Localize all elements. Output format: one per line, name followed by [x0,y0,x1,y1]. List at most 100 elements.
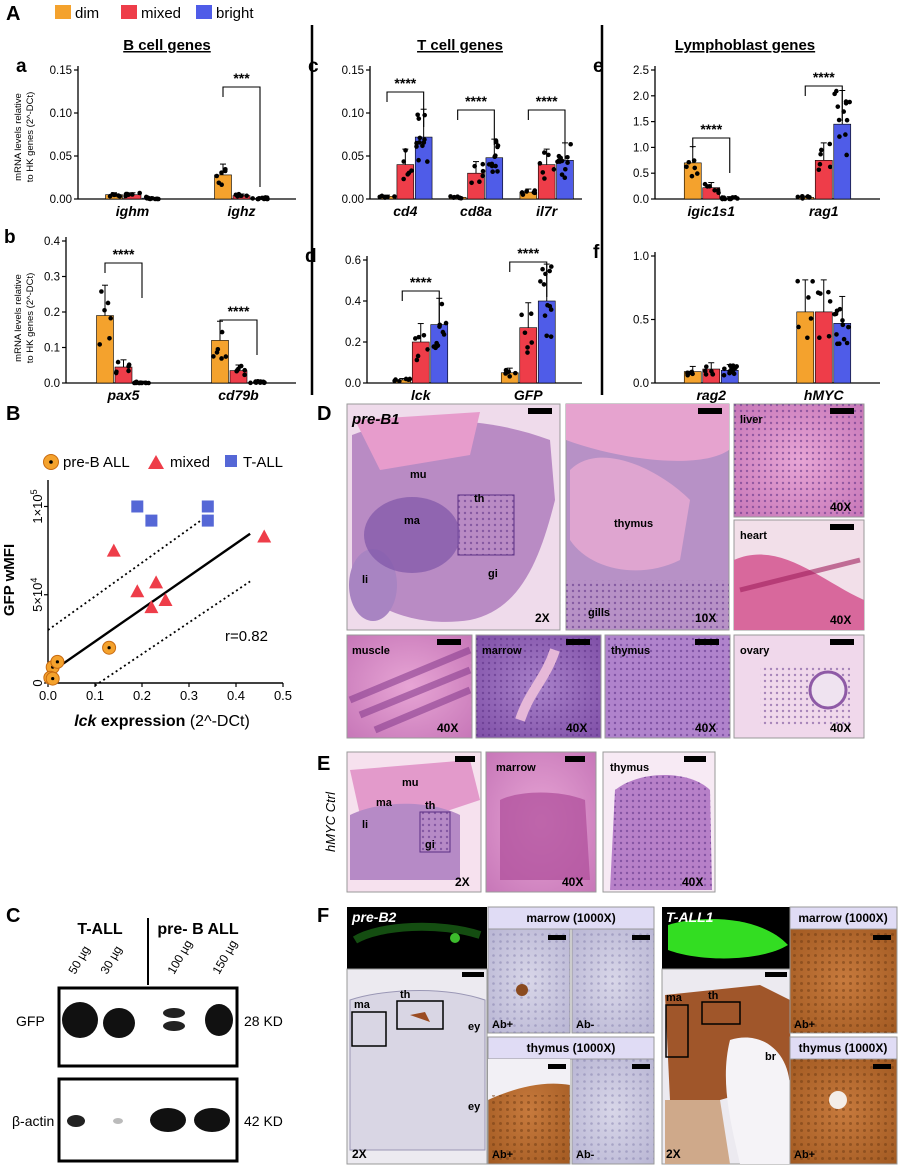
datapoint-d [397,378,402,384]
f-right-fish-glow [668,919,788,959]
chart-e-category-label: rag1 [809,203,839,219]
panel-c: C T-ALL pre- B ALL 50 µg 30 µg 100 µg 15… [6,905,283,1163]
chart-d-ytick-label: 0.4 [345,296,362,308]
chart-d-ytick-label: 0.0 [345,378,361,390]
datapoint-d [525,350,530,355]
datapoint-c [551,167,557,172]
datapoint-e [818,151,823,157]
f-left-ab-2: Ab- [576,1019,595,1031]
datapoint-b [99,289,104,294]
e-tile-1-th: th [425,800,436,812]
datapoint-c [401,176,406,182]
panel-f-letter: F [317,905,329,927]
datapoint-f [795,278,800,284]
datapoint-d [406,377,411,383]
datapoint-f [840,322,846,328]
ylabel-a-line2: to HK genes (2^-DCt) [25,92,36,183]
datapoint-d [540,266,545,272]
datapoint-f [808,316,814,321]
d-tile-4-mag: 40X [830,613,851,627]
datapoint-b [219,356,224,361]
f-right-thymus-abpos-cells [790,1059,897,1164]
band-gfp-4 [205,1004,233,1036]
f-left-thymus-header-text: thymus (1000X) [527,1041,616,1055]
scatter-point-t-all [131,500,144,513]
datapoint-e [843,132,848,137]
e-tile-3-label: thymus [610,762,649,774]
f-left-ab-1: Ab+ [492,1019,513,1031]
f-right-marrow-header-text: marrow (1000X) [798,911,887,925]
datapoint-e [827,164,833,170]
e-tile-1-scalebar [455,756,475,762]
scatter-annotation: r=0.82 [225,628,268,645]
datapoint-f [841,336,847,342]
blot-gfp-label: GFP [16,1013,45,1029]
datapoint-c [477,179,482,184]
datapoint-b [126,364,131,369]
d-tile-1-ma: ma [404,515,421,527]
datapoint-d [529,340,535,345]
ylabel-b-line1: mRNA levels relative [13,274,24,362]
band-actin-4 [194,1108,230,1132]
significance-label-c: **** [465,93,487,109]
e-tile-1-gi: gi [425,839,435,851]
d-tile-1-gi: gi [488,568,498,580]
chart-c-ytick-label: 0.15 [342,65,364,77]
datapoint-c [472,163,477,169]
significance-label-d: **** [517,245,539,261]
f-left-marrow-abneg-cells [572,929,654,1033]
f-left-th: th [400,989,411,1001]
significance-bracket-a [222,86,261,187]
datapoint-c [563,166,568,172]
datapoint-e [807,194,812,200]
legend-label-bright: bright [216,5,254,22]
datapoint-c [492,154,498,160]
datapoint-c [540,170,546,175]
chart-a-letter: a [16,56,27,77]
bar-d-GFP-bright [537,300,556,384]
datapoint-d [416,334,422,340]
significance-label-c: **** [394,75,416,91]
f-left-fish-glow [352,922,482,944]
e-tile-2-label: marrow [496,762,536,774]
datapoint-f [826,333,832,339]
e-tile-3: thymus 40X [602,751,716,893]
datapoint-b [146,380,151,386]
datapoint-d [415,353,421,359]
significance-bracket-d [401,290,440,326]
e-tile-2-mag: 40X [562,875,583,889]
significance-label-c: **** [536,93,558,109]
datapoint-d [503,371,508,376]
datapoint-e [691,158,697,163]
chart-e-ytick-label: 1.5 [633,117,649,129]
d-tile-8: ovary 40X [733,634,865,739]
bar-a-ighz-dim [214,174,232,200]
datapoint-e [721,195,727,200]
e-tile-1-muscle [350,760,480,820]
significance-label-d: **** [410,274,432,290]
chart-b-ytick-label: 0.2 [44,307,60,319]
datapoint-a [214,173,220,179]
datapoint-d [414,357,420,363]
datapoint-b [107,336,112,341]
d-tile-4-tissue [734,554,864,630]
datapoint-d [519,312,524,318]
scatter-point-t-all [201,514,214,527]
datapoint-c [469,180,474,186]
d-tile-4-scalebar [830,524,854,530]
d-tile-1-title: pre-B1 [351,411,400,428]
d-tile-7-scalebar [695,639,719,645]
datapoint-c [519,190,525,195]
f-right-thymus-header-text: thymus (1000X) [799,1041,888,1055]
f-left: pre-B2 ma th ey ey 2X marrow (1000X) Ab+… [346,906,655,1165]
datapoint-d [549,264,554,269]
group-title-b-cell: B cell genes [123,37,211,54]
datapoint-c [480,173,486,179]
significance-bracket-c [527,109,566,145]
d-tile-8-scalebar [830,639,854,645]
datapoint-a [154,196,160,202]
d-tile-7-label: thymus [611,645,650,657]
datapoint-f [835,341,840,347]
datapoint-d [542,313,548,318]
legend-marker-pre-b-dot [49,460,53,464]
